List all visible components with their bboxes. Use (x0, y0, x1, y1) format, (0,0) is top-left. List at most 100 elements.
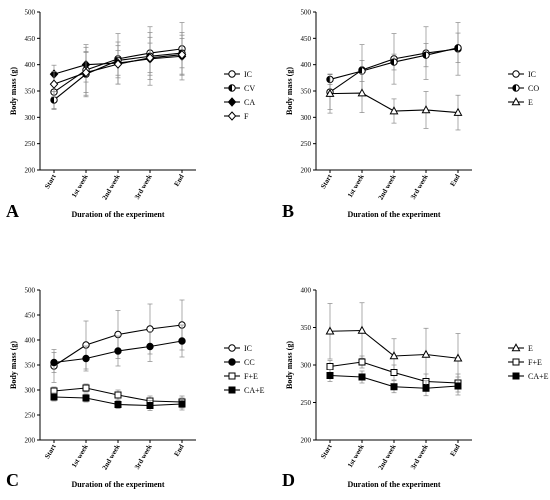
data-point (146, 342, 154, 351)
y-tick-label: 500 (25, 287, 36, 295)
legend-label: CO (528, 84, 539, 93)
chart-panel-c: 200 250 300 350 400 450 500 Start 1st week 2nd we… (6, 287, 265, 491)
y-tick-label: 350 (301, 88, 312, 96)
data-point (422, 384, 430, 392)
data-point (114, 391, 122, 399)
data-point (389, 106, 399, 115)
data-point (421, 349, 431, 358)
y-tick-label: 300 (25, 114, 36, 122)
data-point (421, 105, 431, 114)
data-point (50, 96, 58, 104)
x-tick-label: End (173, 443, 186, 458)
legend-item: F+E (508, 358, 542, 367)
panel-letter: B (282, 201, 294, 221)
data-point (146, 402, 154, 409)
legend-label: CA+E (244, 386, 265, 395)
chart-panel-a: 200 250 300 350 400 450 500 Start 1st week 2nd we… (6, 9, 255, 222)
legend-label: E (528, 98, 533, 107)
x-axis-title: Duration of the experiment (71, 480, 164, 489)
data-point (114, 401, 122, 408)
data-point (81, 67, 91, 78)
legend-item: E (508, 343, 533, 353)
legend-marker (227, 97, 237, 107)
legend-marker (227, 111, 237, 121)
data-point (454, 44, 462, 52)
chart-panel-d: 200 250 300 350 400 Start 1st week 2nd week 3rd … (282, 287, 549, 491)
legend-label: F+E (528, 358, 542, 367)
x-tick-label: Start (43, 442, 58, 460)
y-tick-label: 450 (301, 35, 312, 43)
legend-item: IC (224, 70, 252, 79)
legend-label: IC (528, 70, 536, 79)
data-point (145, 53, 155, 63)
y-tick-label: 300 (25, 387, 36, 395)
x-tick-label: Start (319, 172, 334, 190)
y-tick-label: 400 (25, 337, 36, 345)
legend-label: F (244, 112, 249, 121)
y-tick-label: 200 (25, 437, 36, 445)
data-point (358, 373, 366, 381)
x-tick-label: End (449, 443, 462, 458)
legend-item: CA (224, 97, 255, 107)
legend-marker (228, 372, 236, 380)
legend-item: CA+E (508, 372, 549, 381)
legend-marker (228, 70, 236, 78)
series-f (49, 34, 187, 98)
legend-item: F+E (224, 372, 258, 381)
y-axis-title: Body mass (g) (285, 67, 294, 115)
legend-label: IC (244, 344, 252, 353)
legend-label: CV (244, 84, 255, 93)
data-point (82, 394, 90, 402)
legend-marker (512, 84, 520, 92)
data-point (358, 67, 366, 75)
legend-marker (228, 386, 236, 394)
x-tick-label: Start (43, 172, 58, 190)
x-axis-title: Duration of the experiment (71, 210, 164, 219)
x-tick-label: End (173, 173, 186, 188)
data-point (453, 353, 463, 362)
series-ca-plus-e (326, 369, 462, 397)
data-point (325, 326, 335, 335)
data-point (357, 88, 367, 97)
x-tick-label: 2nd week (377, 173, 398, 202)
panel-letter: C (6, 470, 19, 490)
legend-item: F (224, 111, 249, 121)
series-co (326, 32, 462, 86)
data-point (326, 372, 334, 379)
series-e (325, 302, 463, 384)
x-tick-label: 1st week (70, 443, 90, 469)
data-point (357, 325, 367, 334)
data-point (390, 383, 398, 391)
data-point (113, 59, 123, 69)
legend-item: CC (224, 358, 255, 367)
data-point (390, 369, 398, 376)
legend-marker (512, 372, 520, 380)
panel-letter: A (6, 201, 19, 221)
legend-marker (511, 343, 521, 352)
legend-marker (228, 344, 236, 352)
y-tick-label: 500 (25, 9, 36, 17)
y-axis-title: Body mass (g) (9, 341, 18, 389)
data-point (50, 393, 58, 401)
data-point (82, 384, 90, 392)
data-point (389, 351, 399, 360)
x-tick-label: 3rd week (409, 173, 430, 201)
y-tick-label: 200 (301, 437, 312, 445)
y-tick-label: 450 (25, 312, 36, 320)
legend-label: F+E (244, 372, 258, 381)
y-tick-label: 500 (301, 9, 312, 17)
x-tick-label: 3rd week (133, 443, 154, 471)
y-tick-label: 400 (25, 61, 36, 69)
y-tick-label: 350 (25, 362, 36, 370)
series-ca-plus-e (50, 392, 186, 411)
legend-label: CC (244, 358, 255, 367)
x-axis-title: Duration of the experiment (347, 480, 440, 489)
x-axis-title: Duration of the experiment (347, 210, 440, 219)
legend-marker (511, 97, 521, 106)
legend-marker (228, 358, 236, 366)
data-point (178, 400, 186, 408)
chart-panel-b: 200 250 300 350 400 450 500 Start 1st week 2nd we… (282, 9, 539, 222)
y-tick-label: 200 (301, 167, 312, 175)
legend-label: E (528, 344, 533, 353)
y-tick-label: 300 (301, 362, 312, 370)
